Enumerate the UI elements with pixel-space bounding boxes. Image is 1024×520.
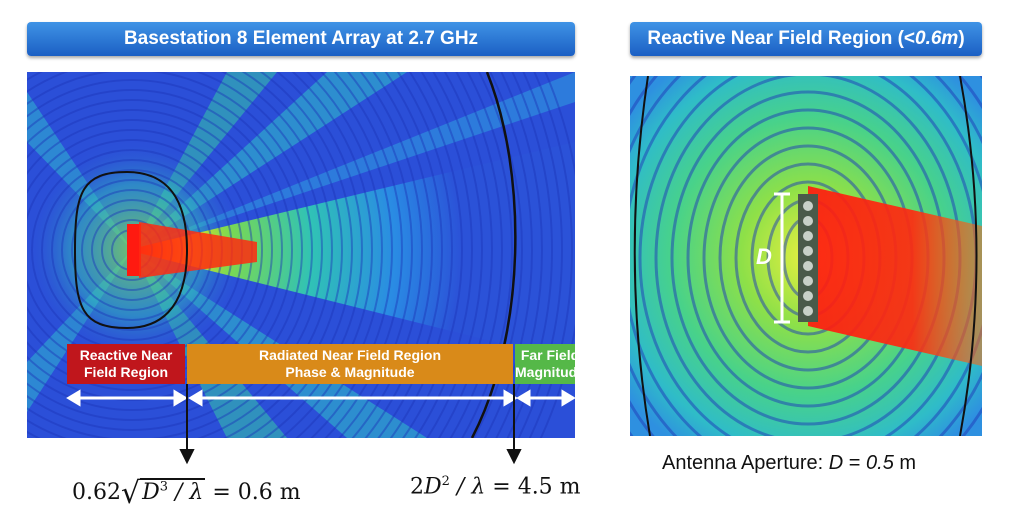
right-title-suffix: ) (958, 28, 965, 49)
far-field-distance-formula: 2D2 / λ = 4.5 m (410, 474, 581, 500)
right-panel-title: Reactive Near Field Region (< 0.6m) (630, 22, 982, 56)
right-title-prefix: Reactive Near Field Region (< (647, 28, 916, 49)
aperture-dimension-label: D (756, 244, 772, 269)
antenna-aperture-caption: Antenna Aperture: D = 0.5 m (662, 452, 917, 474)
left-panel-title: Basestation 8 Element Array at 2.7 GHz (27, 22, 575, 56)
field-simulation-left: Reactive Near Field Region Radiated Near … (27, 72, 575, 438)
region-radiated-label: Radiated Near Field Region Phase & Magnit… (187, 344, 513, 384)
field-pattern-right (630, 76, 982, 436)
reactive-distance-formula: 0.62√D3 / λ = 0.6 m (72, 476, 301, 511)
right-title-value: 0.6m (915, 28, 959, 49)
region-reactive-label: Reactive Near Field Region (67, 344, 185, 384)
region-extent-arrows (66, 389, 575, 407)
field-simulation-right: D (630, 76, 982, 436)
region-far-field-label: Far FieldMagnitude (515, 344, 575, 384)
